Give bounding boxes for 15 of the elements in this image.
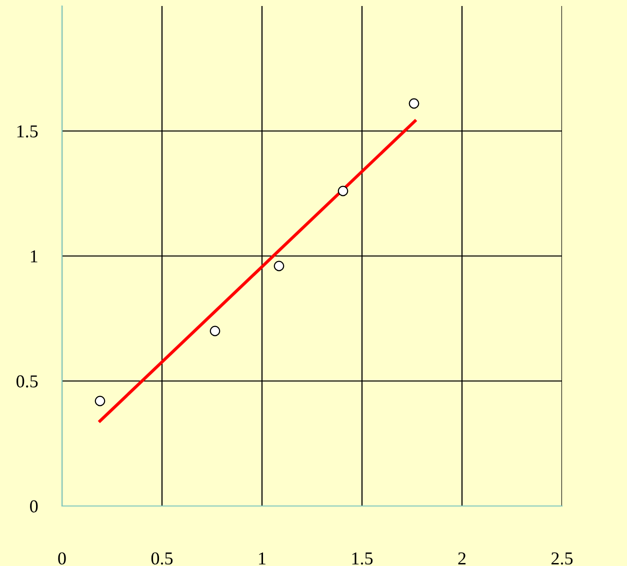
y-tick-label: 1 xyxy=(30,250,38,262)
y-tick-label: 0 xyxy=(30,500,38,512)
point xyxy=(338,186,348,196)
x-tick-label: 1 xyxy=(259,552,266,564)
x-tick-label: 2.5 xyxy=(552,552,573,565)
x-tick-label: 2 xyxy=(458,552,466,564)
point xyxy=(274,260,284,272)
point xyxy=(408,98,420,109)
x-tick-label: 0 xyxy=(58,552,66,565)
x-tick-label: 1.5 xyxy=(352,552,373,565)
point xyxy=(94,396,106,406)
y-tick-label: 1.5 xyxy=(17,125,38,138)
x-tick-label: 0.5 xyxy=(151,552,173,565)
y-tick-label: 0.5 xyxy=(16,375,38,388)
point xyxy=(210,326,220,336)
